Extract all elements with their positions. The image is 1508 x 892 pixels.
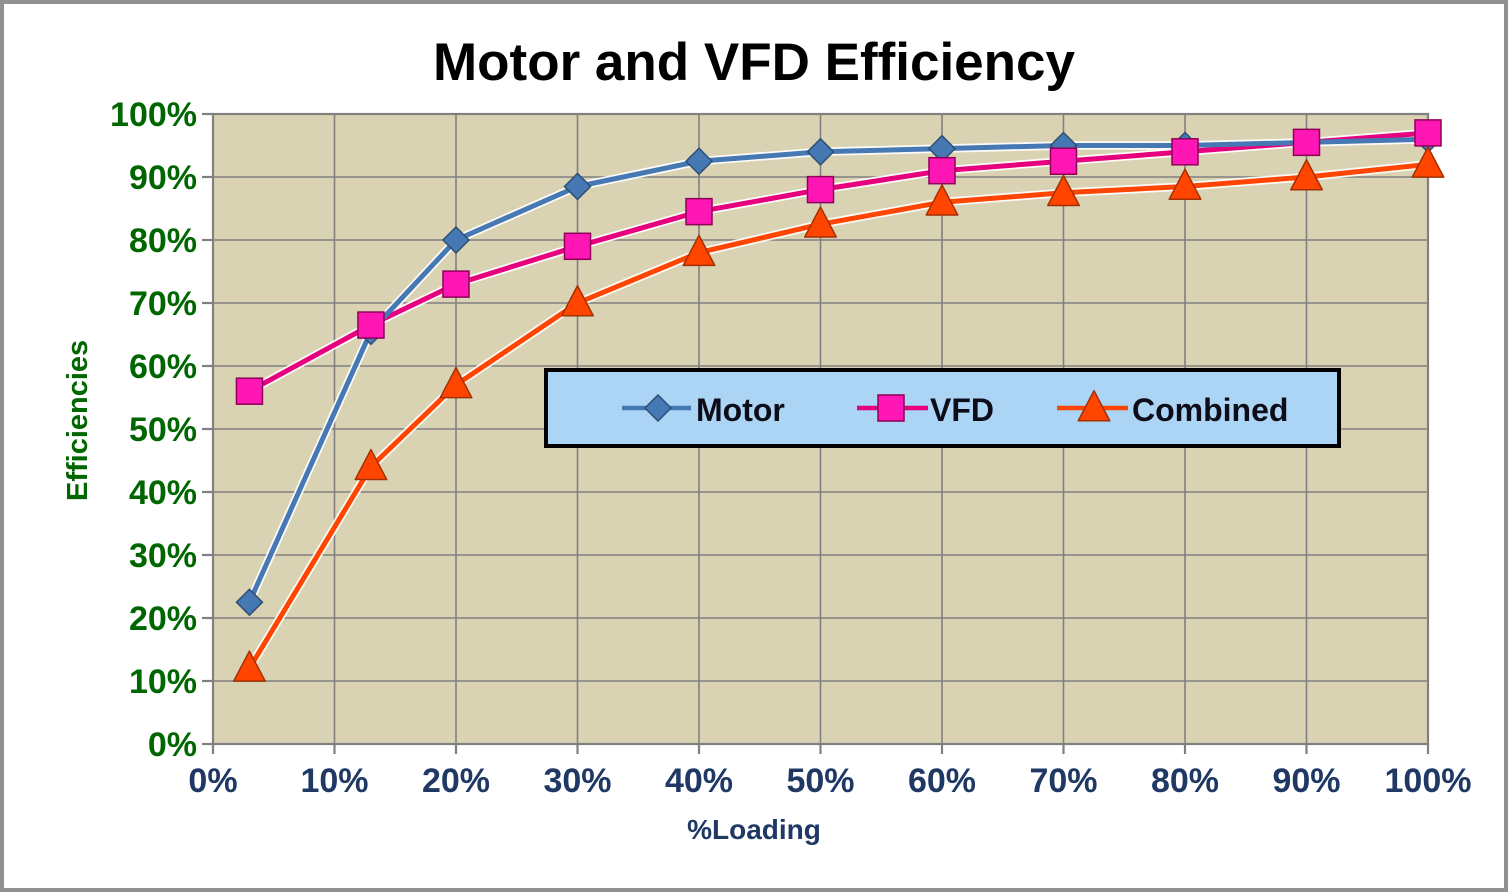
svg-text:VFD: VFD [930,392,994,428]
svg-text:10%: 10% [300,762,368,800]
svg-text:70%: 70% [129,285,197,323]
svg-text:0%: 0% [188,762,237,800]
svg-text:30%: 30% [129,537,197,575]
svg-text:60%: 60% [129,348,197,386]
svg-text:Combined: Combined [1132,392,1288,428]
svg-text:90%: 90% [1272,762,1340,800]
svg-text:80%: 80% [1151,762,1219,800]
svg-text:90%: 90% [129,159,197,197]
svg-text:80%: 80% [129,222,197,260]
svg-text:20%: 20% [129,600,197,638]
svg-text:50%: 50% [129,411,197,449]
svg-text:30%: 30% [543,762,611,800]
svg-text:10%: 10% [129,663,197,701]
svg-text:100%: 100% [1385,762,1472,800]
svg-text:0%: 0% [148,726,197,764]
svg-text:100%: 100% [110,96,197,134]
svg-text:50%: 50% [786,762,854,800]
svg-text:Motor: Motor [696,392,785,428]
svg-text:40%: 40% [665,762,733,800]
svg-text:40%: 40% [129,474,197,512]
svg-text:20%: 20% [422,762,490,800]
svg-text:60%: 60% [908,762,976,800]
svg-text:70%: 70% [1029,762,1097,800]
